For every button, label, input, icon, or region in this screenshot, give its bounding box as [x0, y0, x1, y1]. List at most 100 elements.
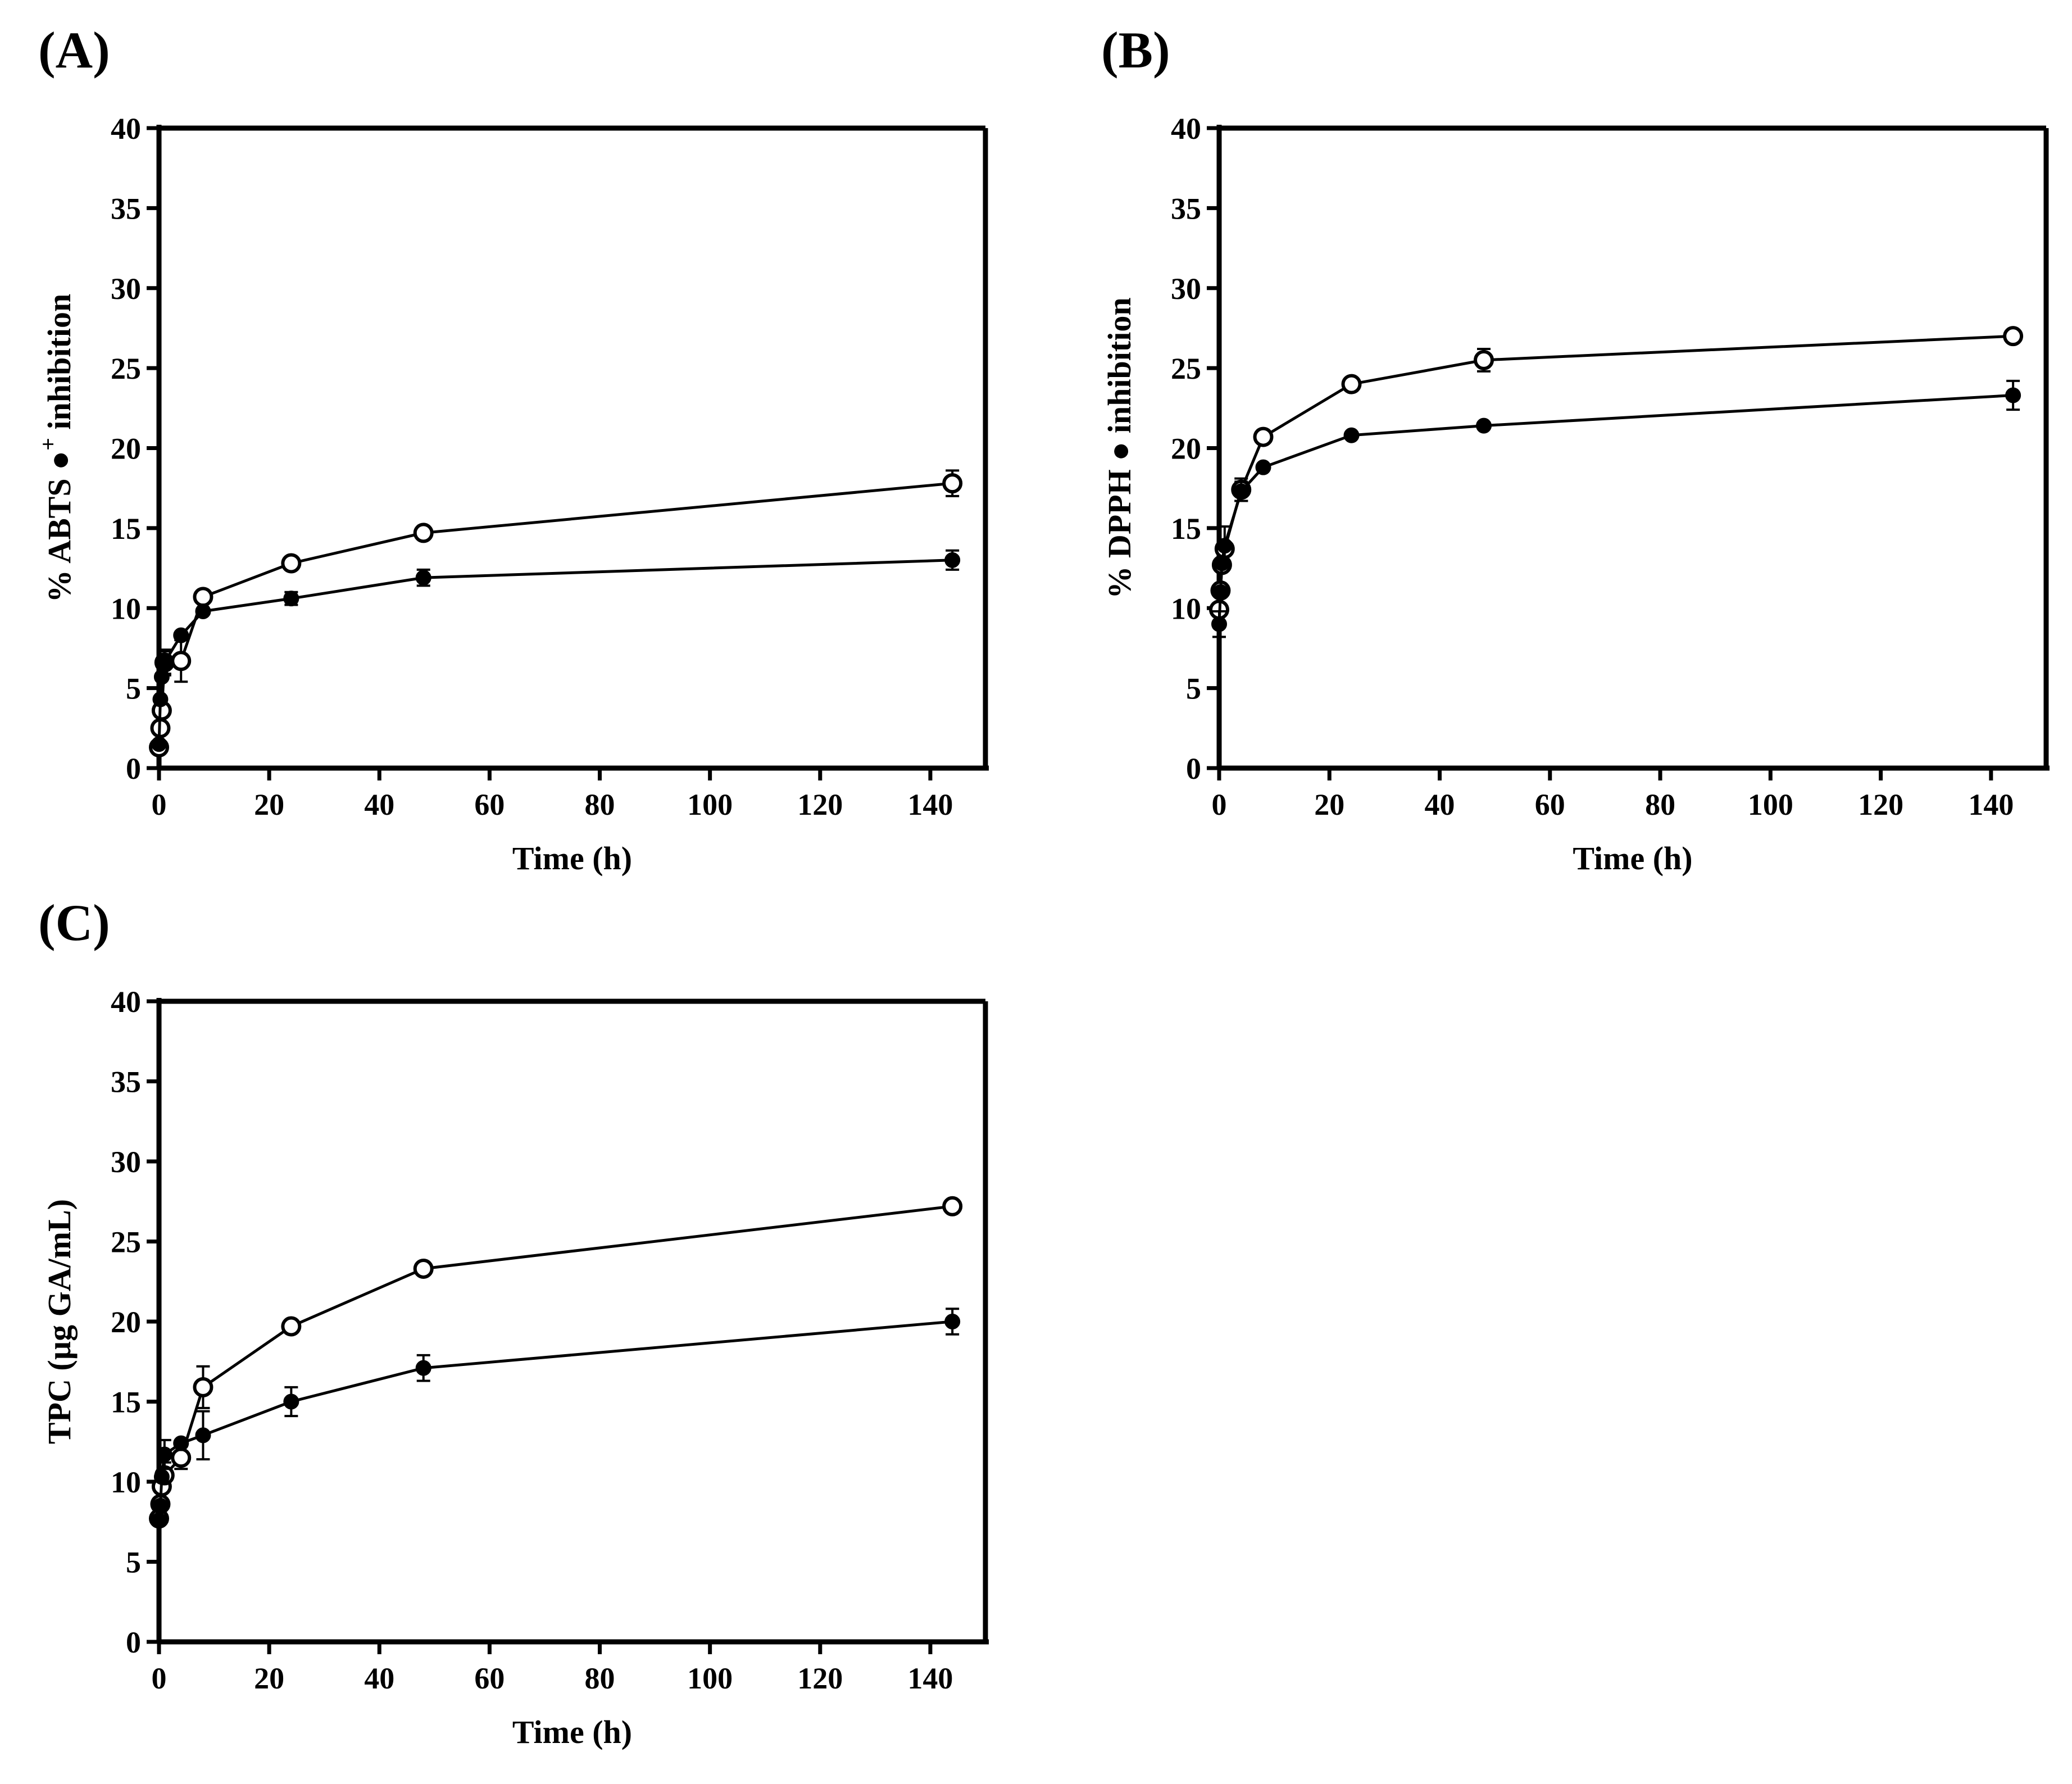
data-point-filled: [156, 655, 172, 671]
data-point-filled: [1476, 417, 1492, 434]
y-tick-label: 40: [1171, 112, 1201, 146]
data-point-filled: [944, 552, 961, 568]
x-tick-label: 40: [364, 1662, 394, 1695]
data-point-filled: [153, 1469, 170, 1485]
x-axis-title: Time (h): [512, 1714, 632, 1750]
y-tick-label: 0: [126, 1626, 141, 1659]
y-tick-label: 5: [1186, 672, 1201, 706]
y-tick-label: 30: [111, 1145, 141, 1179]
x-tick-label: 40: [1425, 788, 1455, 821]
series-line-open: [157, 1205, 953, 1519]
y-tick-label: 15: [111, 1386, 141, 1419]
y-tick-label: 0: [126, 752, 141, 786]
data-point-open: [413, 1258, 434, 1279]
data-point-open: [171, 1447, 192, 1468]
y-tick-label: 25: [111, 352, 141, 385]
y-tick-label: 20: [111, 432, 141, 466]
data-point-open: [193, 587, 213, 607]
x-tick-label: 120: [797, 1662, 843, 1695]
data-point-filled: [152, 1497, 169, 1514]
data-point-filled: [195, 603, 211, 619]
x-tick-label: 80: [585, 788, 615, 821]
y-tick-label: 35: [111, 1065, 141, 1099]
y-tick-label: 25: [111, 1225, 141, 1259]
x-tick-label: 100: [1748, 788, 1793, 821]
y-tick-label: 25: [1171, 352, 1201, 385]
x-tick-label: 60: [474, 788, 505, 821]
y-tick-label: 15: [1171, 512, 1201, 546]
x-tick-label: 60: [474, 1662, 505, 1695]
chart-panel-a: 0 5 10 15 20 25 30 35 40 0 20 40 60 80 100 120 140 Time (…: [35, 112, 989, 877]
data-point-filled: [1343, 427, 1360, 443]
data-point-filled: [151, 1512, 167, 1528]
series-line-open: [157, 482, 953, 748]
series-line-open: [1217, 334, 2014, 610]
y-axis-title-text: inhibition: [1101, 297, 1138, 441]
x-axis-title: Time (h): [512, 840, 632, 877]
data-point-open: [171, 651, 192, 671]
data-point-open: [1253, 426, 1274, 447]
data-point-filled: [415, 570, 431, 586]
radical-dot-symbol: ●: [1101, 442, 1138, 461]
x-tick-label: 100: [687, 1662, 733, 1695]
data-point-open: [1474, 349, 1494, 370]
y-axis-title: TPC (µg GA/mL): [41, 1199, 78, 1444]
panel-label-b: (B): [1101, 21, 1170, 79]
chart-panel-c: 0 5 10 15 20 25 30 35 40 0 20 40 60 80 100 120 140 Time (…: [41, 985, 989, 1750]
y-tick-label: 10: [1171, 592, 1201, 625]
data-point-filled: [415, 1360, 431, 1376]
y-axis-title: % ABTS ●+ inhibition: [35, 294, 78, 602]
data-point-open: [1341, 374, 1362, 394]
y-axis-title-text: % DPPH: [1101, 461, 1138, 599]
x-tick-label: 120: [1858, 788, 1903, 821]
data-point-filled: [2005, 387, 2021, 403]
data-point-filled: [1214, 555, 1230, 571]
chart-panel-b: 0 5 10 15 20 25 30 35 40 0 20 40 60 80 100 120 140 Time (…: [1101, 112, 2050, 877]
panel-label-a: (A): [38, 21, 110, 79]
x-tick-label: 60: [1535, 788, 1565, 821]
data-point-filled: [1216, 538, 1233, 554]
x-tick-label: 120: [797, 788, 843, 821]
data-point-filled: [153, 669, 170, 685]
data-point-filled: [1212, 584, 1229, 600]
data-point-filled: [1255, 459, 1271, 475]
y-tick-label: 15: [111, 512, 141, 546]
x-tick-label: 100: [687, 788, 733, 821]
y-axis-title-text: % ABTS: [41, 470, 78, 602]
y-tick-label: 35: [111, 192, 141, 225]
data-point-filled: [173, 627, 189, 643]
y-tick-label: 20: [111, 1305, 141, 1339]
y-tick-label: 5: [126, 672, 141, 706]
data-point-filled: [944, 1314, 961, 1329]
data-point-filled: [1233, 483, 1249, 500]
x-tick-label: 0: [152, 788, 167, 821]
data-point-filled: [151, 736, 167, 752]
data-point-open: [281, 553, 302, 574]
series-line-filled: [157, 1320, 953, 1520]
x-tick-label: 80: [585, 1662, 615, 1695]
data-point-open: [942, 473, 963, 494]
radical-dot-symbol: ●: [41, 451, 78, 470]
y-tick-label: 10: [111, 592, 141, 625]
x-tick-label: 0: [152, 1662, 167, 1695]
y-axis-title: % DPPH ● inhibition: [1101, 297, 1138, 598]
x-tick-label: 0: [1212, 788, 1227, 821]
y-tick-label: 30: [111, 272, 141, 306]
x-tick-label: 140: [907, 788, 953, 821]
data-point-open: [2003, 326, 2024, 347]
x-tick-label: 140: [907, 1662, 953, 1695]
data-point-filled: [173, 1435, 189, 1451]
data-point-open: [281, 1316, 302, 1337]
series-line-filled: [1217, 394, 2014, 624]
y-axis-title-text: inhibition: [41, 294, 78, 438]
x-axis-title: Time (h): [1573, 840, 1692, 877]
y-axis-title-superscript: +: [35, 438, 61, 451]
x-tick-label: 20: [1314, 788, 1344, 821]
y-tick-label: 35: [1171, 192, 1201, 225]
data-point-filled: [152, 691, 169, 707]
data-point-filled: [283, 591, 299, 607]
data-point-open: [193, 1377, 213, 1397]
y-tick-label: 10: [111, 1465, 141, 1499]
data-point-open: [413, 523, 434, 543]
